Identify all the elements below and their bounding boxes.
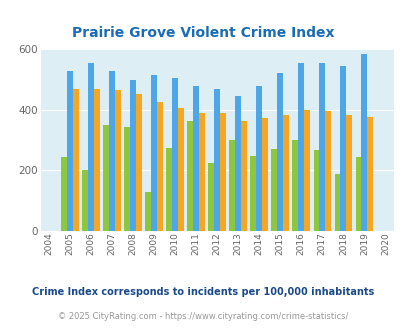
Bar [61,157,67,231]
Bar [82,171,88,231]
Bar [94,89,100,231]
Bar [241,120,247,231]
Bar [88,63,94,231]
Bar [220,113,226,231]
Bar [103,125,109,231]
Bar [339,66,345,231]
Bar [283,115,288,231]
Bar [166,148,172,231]
Bar [355,157,360,231]
Bar [178,109,183,231]
Bar [187,120,193,231]
Bar [214,89,220,231]
Bar [256,86,262,231]
Bar [172,78,178,231]
Bar [334,174,339,231]
Bar [193,86,198,231]
Bar [124,127,130,231]
Bar [235,96,241,231]
Bar [136,94,142,231]
Bar [324,111,330,231]
Bar [262,117,267,231]
Bar [73,89,79,231]
Text: © 2025 CityRating.com - https://www.cityrating.com/crime-statistics/: © 2025 CityRating.com - https://www.city… [58,312,347,321]
Bar [151,75,157,231]
Bar [145,192,151,231]
Bar [319,62,324,231]
Bar [250,156,256,231]
Bar [313,150,319,231]
Bar [345,115,351,231]
Bar [229,140,235,231]
Bar [360,54,367,231]
Bar [157,102,162,231]
Text: Prairie Grove Violent Crime Index: Prairie Grove Violent Crime Index [72,26,333,40]
Bar [208,163,214,231]
Bar [271,149,277,231]
Bar [303,110,309,231]
Bar [130,80,136,231]
Bar [67,71,73,231]
Bar [198,113,205,231]
Bar [298,63,303,231]
Bar [115,90,121,231]
Bar [292,140,298,231]
Bar [109,71,115,231]
Text: Crime Index corresponds to incidents per 100,000 inhabitants: Crime Index corresponds to incidents per… [32,287,373,297]
Bar [367,116,372,231]
Bar [277,73,283,231]
